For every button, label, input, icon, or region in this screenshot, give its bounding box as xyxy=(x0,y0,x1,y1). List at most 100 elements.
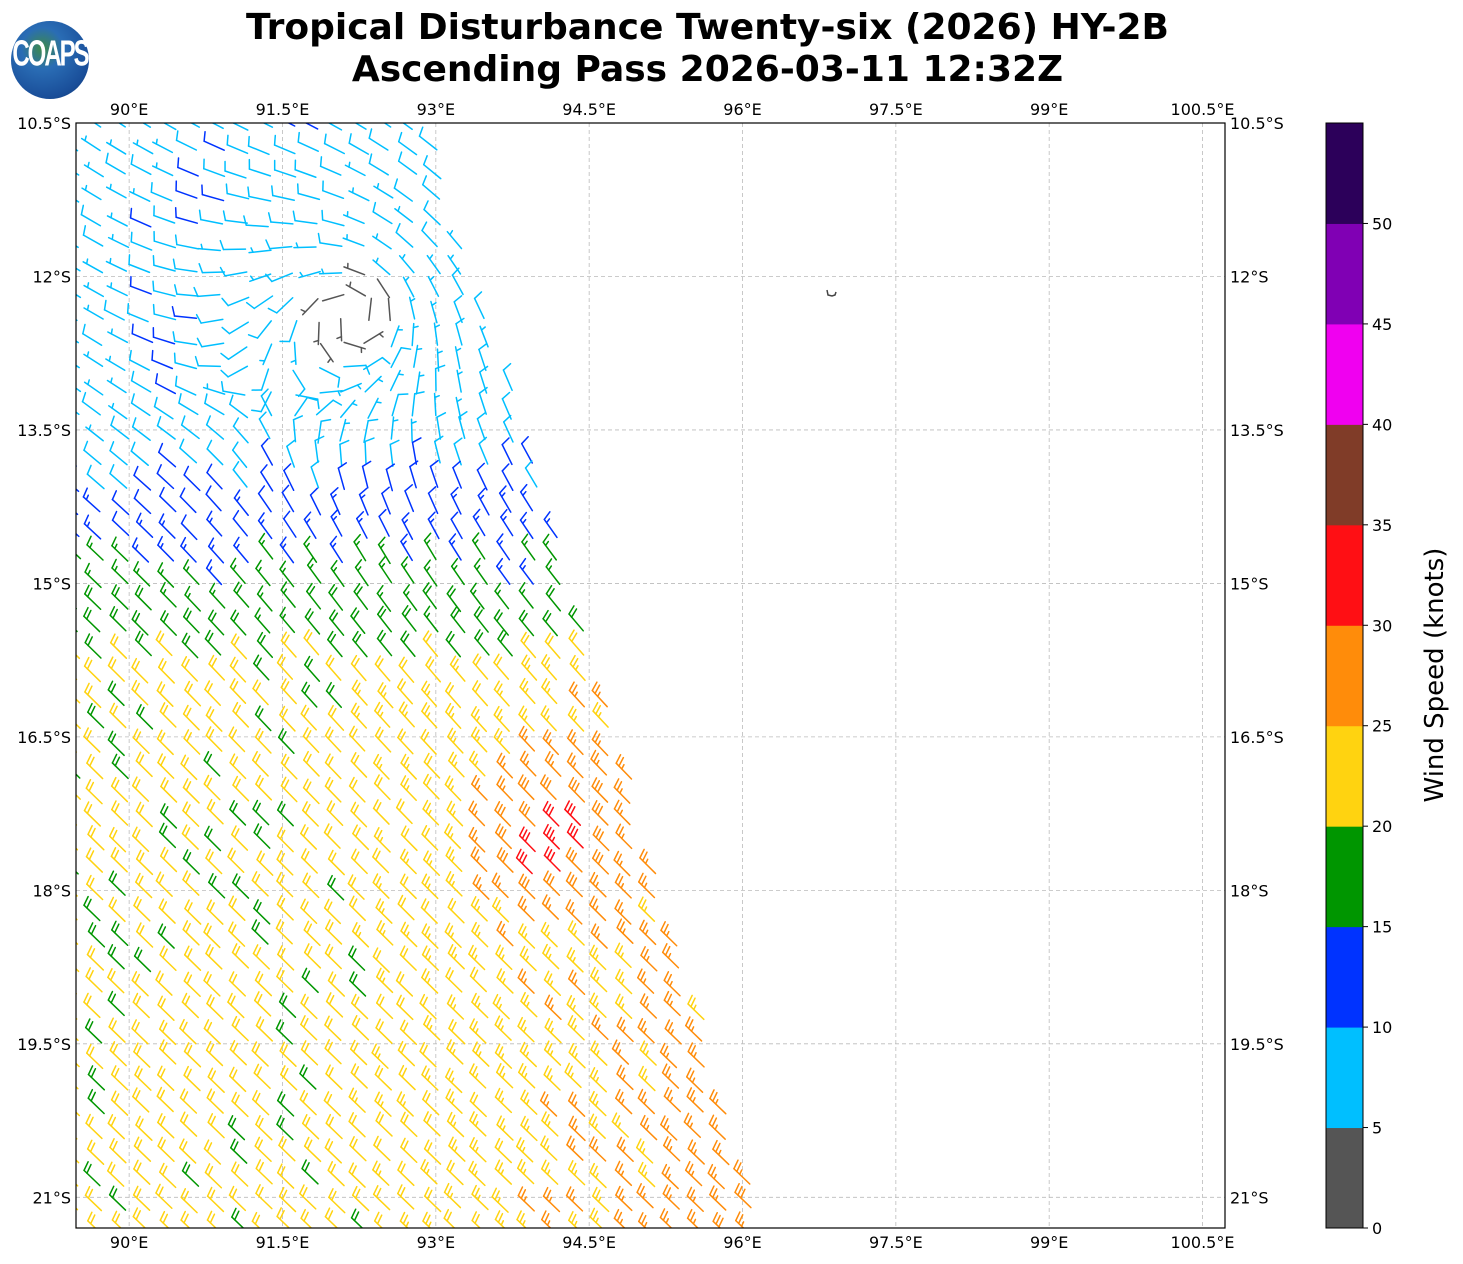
barb-feather-full xyxy=(351,1185,358,1196)
barb-staff xyxy=(180,522,198,541)
wind-barb xyxy=(256,631,274,659)
barb-feather-full xyxy=(111,920,117,931)
wind-barb xyxy=(363,330,384,344)
axis-ticks: 90°E90°E91.5°E91.5°E93°E93°E94.5°E94.5°E… xyxy=(17,100,1284,1252)
barb-feather-half xyxy=(87,569,91,576)
wind-barb xyxy=(301,681,318,708)
barb-feather-full xyxy=(162,779,169,790)
wind-barb xyxy=(589,1162,607,1189)
wind-barb xyxy=(183,971,201,998)
barb-staff xyxy=(453,301,463,324)
wind-barb xyxy=(364,437,375,465)
barb-feather-full xyxy=(353,754,360,765)
wind-barb xyxy=(494,1015,512,1041)
wind-barb xyxy=(445,1067,463,1094)
barb-feather-full xyxy=(358,487,368,496)
wind-barb xyxy=(471,1211,482,1228)
barb-feather-full xyxy=(133,1159,139,1170)
barb-feather-half xyxy=(545,715,550,721)
barb-feather-full xyxy=(136,922,142,933)
wind-barb xyxy=(107,990,125,1017)
barb-staff xyxy=(304,123,319,130)
barb-feather-full xyxy=(297,131,300,143)
barb-feather-half xyxy=(619,860,623,867)
wind-barb xyxy=(453,437,463,466)
barb-feather-full xyxy=(88,850,95,861)
barb-feather-full xyxy=(542,1186,549,1197)
wind-barb xyxy=(301,967,319,994)
wind-barb xyxy=(152,303,177,321)
barb-feather-half xyxy=(692,1218,697,1225)
barb-feather-full xyxy=(451,1139,457,1150)
barb-feather-full xyxy=(423,1161,429,1172)
barb-feather-half xyxy=(64,160,65,165)
colorbar-frame xyxy=(1325,122,1364,1229)
barb-feather-full xyxy=(591,777,598,788)
barb-feather-full xyxy=(478,343,488,351)
wind-barb xyxy=(280,631,297,658)
barb-feather-full xyxy=(520,708,528,719)
wind-barb xyxy=(423,1015,441,1041)
barb-feather-full xyxy=(373,827,380,837)
wind-barb xyxy=(374,1065,392,1091)
wind-barb xyxy=(321,209,345,227)
barb-feather-full xyxy=(591,681,598,692)
barb-feather-full xyxy=(591,1116,598,1127)
wind-barb xyxy=(247,320,272,339)
barb-feather-half xyxy=(619,788,623,794)
barb-staff xyxy=(231,449,248,469)
colorbar-segment xyxy=(1326,223,1363,325)
wind-barb xyxy=(616,918,634,944)
barb-feather-full xyxy=(283,779,290,790)
barb-feather-full xyxy=(396,994,402,1005)
wind-barb xyxy=(258,532,274,560)
barb-feather-full xyxy=(85,847,92,858)
wind-barb xyxy=(160,610,177,636)
barb-feather-full xyxy=(348,895,355,906)
barb-feather-full xyxy=(377,658,384,668)
barb-feather-half xyxy=(160,569,164,575)
barb-feather-full xyxy=(368,128,373,139)
barb-feather-full xyxy=(59,443,63,452)
barb-feather-full xyxy=(231,802,238,813)
wind-barb xyxy=(358,487,369,516)
barb-feather-full xyxy=(381,356,391,365)
barb-feather-full xyxy=(174,375,178,387)
barb-feather-full xyxy=(260,438,269,447)
barb-feather-full xyxy=(159,846,166,857)
barb-feather-half xyxy=(497,1197,501,1204)
barb-feather-full xyxy=(400,753,407,764)
barb-feather-full xyxy=(207,609,214,620)
barb-feather-half xyxy=(549,1050,554,1057)
barb-feather-full xyxy=(182,704,189,715)
barb-feather-half xyxy=(404,276,410,282)
barb-feather-full xyxy=(543,1213,550,1224)
wind-barb xyxy=(469,1111,487,1137)
wind-barb xyxy=(470,706,488,733)
wind-barb xyxy=(398,656,415,683)
barb-feather-full xyxy=(473,898,480,909)
wind-barb xyxy=(83,606,101,633)
barb-feather-half xyxy=(620,1003,625,1010)
barb-feather-half xyxy=(455,665,459,672)
barb-feather-full xyxy=(281,484,290,494)
wind-barb xyxy=(159,1039,177,1065)
barb-feather-full xyxy=(569,949,576,960)
barb-feather-half xyxy=(521,1146,526,1153)
barb-feather-full xyxy=(276,1091,283,1102)
barb-feather-full xyxy=(448,873,455,884)
barb-feather-full xyxy=(67,757,71,766)
barb-feather-full xyxy=(208,1043,215,1054)
wind-barb xyxy=(421,1065,439,1091)
wind-barb xyxy=(76,1111,81,1117)
barb-feather-full xyxy=(203,922,209,933)
barb-feather-full xyxy=(109,633,116,644)
barb-feather-full xyxy=(422,1044,428,1055)
wind-barb xyxy=(396,1091,414,1117)
barb-feather-full xyxy=(305,875,311,886)
barb-feather-full xyxy=(497,1090,504,1101)
barb-feather-half xyxy=(500,1169,504,1176)
wind-barb xyxy=(83,656,102,683)
barb-feather-full xyxy=(422,630,430,640)
barb-feather-full xyxy=(372,873,379,884)
